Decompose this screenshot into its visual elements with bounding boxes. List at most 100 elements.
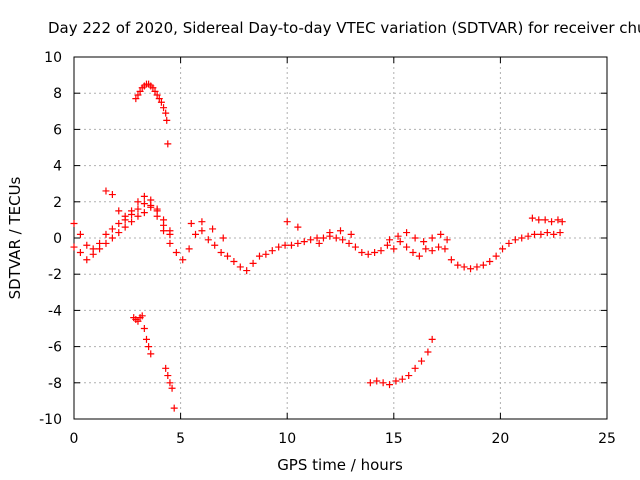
data-point xyxy=(262,250,270,258)
data-point xyxy=(437,230,445,238)
data-point xyxy=(418,357,426,365)
data-point xyxy=(128,207,136,215)
data-point xyxy=(83,241,91,249)
data-point xyxy=(473,263,481,271)
data-point xyxy=(313,234,321,242)
data-point xyxy=(511,236,519,244)
data-point xyxy=(83,256,91,264)
data-point xyxy=(505,239,513,247)
data-point xyxy=(275,243,283,251)
data-point xyxy=(134,205,142,213)
data-point xyxy=(198,218,206,226)
series-low-arc-1 xyxy=(130,312,178,412)
data-point xyxy=(315,239,323,247)
data-point xyxy=(151,87,159,95)
data-point xyxy=(524,232,532,240)
data-point xyxy=(332,234,340,242)
data-point xyxy=(121,223,129,231)
series-low-arc-2 xyxy=(366,335,436,389)
data-point xyxy=(211,241,219,249)
data-point xyxy=(287,241,295,249)
data-point xyxy=(157,98,165,106)
data-point xyxy=(149,84,157,92)
data-point xyxy=(134,91,142,99)
data-point xyxy=(548,218,556,226)
data-point xyxy=(142,335,150,343)
data-point xyxy=(255,252,263,260)
y-tick-label: -10 xyxy=(39,412,62,428)
data-point xyxy=(168,384,176,392)
data-point xyxy=(422,245,430,253)
series-main-band xyxy=(70,200,564,275)
data-point xyxy=(383,241,391,249)
data-point xyxy=(499,245,507,253)
data-point xyxy=(377,247,385,255)
data-point xyxy=(128,218,136,226)
data-point xyxy=(249,259,257,267)
y-tick-label: -6 xyxy=(48,340,62,356)
data-point xyxy=(140,209,148,217)
data-point xyxy=(198,227,206,235)
grid-lines xyxy=(74,57,607,419)
data-point xyxy=(145,343,153,351)
data-point xyxy=(70,220,78,228)
data-point xyxy=(386,236,394,244)
data-point xyxy=(230,258,238,266)
data-point xyxy=(405,372,413,380)
data-point xyxy=(134,198,142,206)
data-point xyxy=(224,252,232,260)
data-point xyxy=(337,227,344,235)
data-point xyxy=(115,207,123,215)
data-point xyxy=(492,252,500,260)
y-tick-label: -2 xyxy=(48,267,62,283)
series-upper-band xyxy=(102,187,566,247)
data-point xyxy=(420,238,428,246)
data-point xyxy=(76,230,84,238)
data-point xyxy=(535,216,543,224)
data-point xyxy=(147,350,155,358)
data-point xyxy=(115,220,123,228)
series-high-arc xyxy=(132,80,172,148)
data-point xyxy=(428,335,436,343)
data-point xyxy=(121,212,129,220)
data-point xyxy=(170,404,178,412)
x-tick-label: 10 xyxy=(278,431,296,447)
data-point xyxy=(153,205,161,213)
data-point xyxy=(424,348,432,356)
data-point xyxy=(409,248,417,256)
series-lower-band xyxy=(70,201,174,258)
data-point xyxy=(371,248,379,256)
data-point xyxy=(89,250,97,258)
data-point xyxy=(140,325,148,332)
data-point xyxy=(294,223,302,231)
data-point xyxy=(403,243,411,251)
data-point xyxy=(166,230,174,238)
data-points xyxy=(70,80,566,412)
data-point xyxy=(76,248,84,256)
data-point xyxy=(415,252,423,260)
data-point xyxy=(479,261,487,269)
data-point xyxy=(326,229,334,237)
data-point xyxy=(396,238,404,246)
axis-ticks: 0 5 10 15 20 25 -10 -8 -6 -4 -2 0 2 4 6 8 10 xyxy=(39,50,616,447)
data-point xyxy=(454,261,462,269)
data-point xyxy=(209,225,217,233)
data-point xyxy=(294,239,302,247)
data-point xyxy=(460,263,468,271)
data-point xyxy=(558,218,566,226)
data-point xyxy=(108,234,116,242)
data-point xyxy=(219,234,227,242)
data-point xyxy=(390,245,398,253)
data-point xyxy=(163,116,171,124)
data-point xyxy=(428,234,436,242)
x-tick-label: 0 xyxy=(70,431,79,447)
data-point xyxy=(102,187,110,195)
data-point xyxy=(435,243,443,251)
data-point xyxy=(138,312,146,320)
data-point xyxy=(300,238,308,246)
data-point xyxy=(394,232,402,240)
x-tick-label: 20 xyxy=(491,431,509,447)
x-tick-label: 25 xyxy=(598,431,616,447)
data-point xyxy=(392,377,400,385)
